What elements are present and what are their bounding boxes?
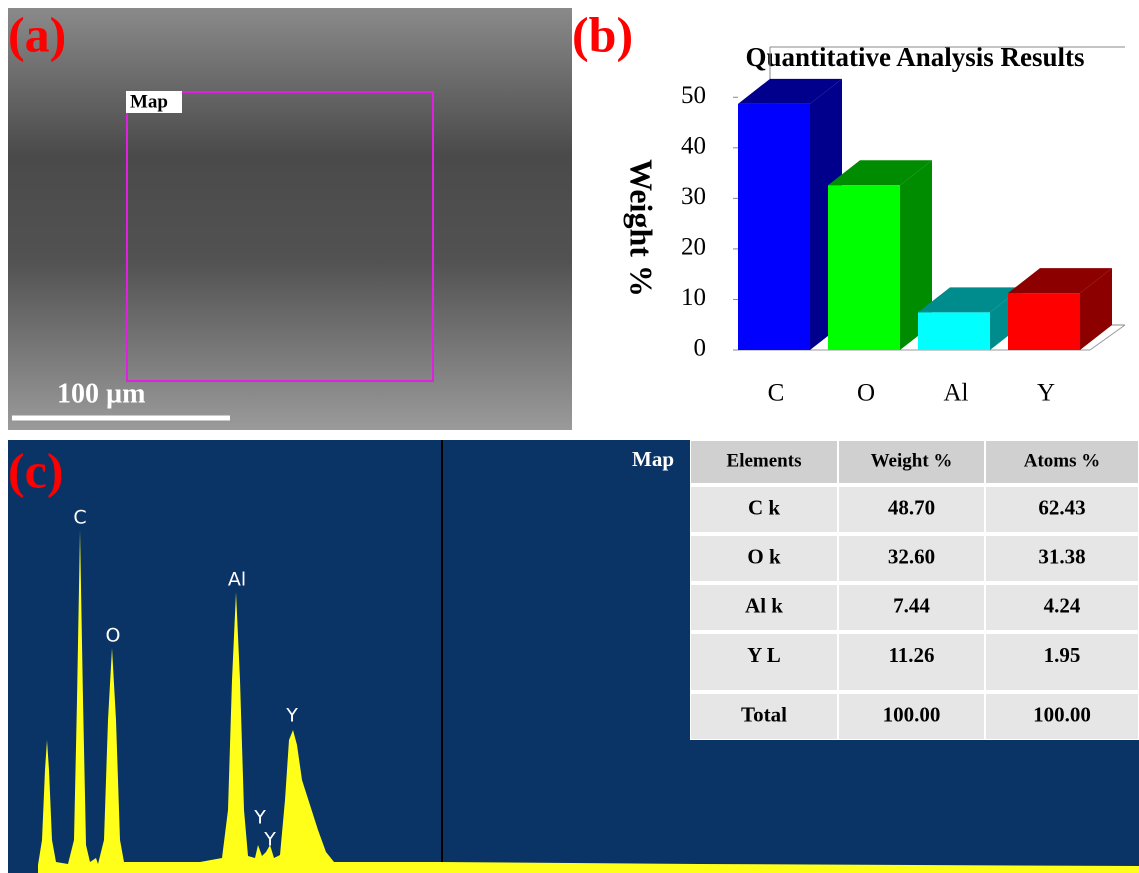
- table-cell-text: 100.00: [883, 702, 941, 726]
- table-cell-text: 48.70: [888, 495, 935, 519]
- bar: [918, 312, 990, 350]
- table-cell-text: 1.95: [1044, 643, 1081, 667]
- spectrum-title: Map: [632, 447, 674, 471]
- panel-label: (a): [8, 6, 66, 62]
- table-cell-text: O k: [747, 544, 781, 568]
- panel-label: (b): [572, 6, 633, 62]
- table-cell-text: Total: [741, 702, 787, 726]
- peak-label: Y: [263, 829, 276, 851]
- x-tick-label: O: [857, 380, 875, 407]
- peak-label: Al: [228, 569, 246, 591]
- scale-bar-label: 100 µm: [57, 378, 145, 409]
- panel-label: (c): [8, 442, 64, 498]
- x-tick-label: C: [768, 380, 785, 407]
- table: Elements Weight % Atoms % C k 48.70 62.43 O k 3…: [690, 440, 1139, 740]
- table-cell-text: 31.38: [1038, 544, 1085, 568]
- y-tick-label: 30: [681, 183, 706, 210]
- table-cell-text: 62.43: [1038, 495, 1085, 519]
- peak-label: O: [106, 625, 121, 647]
- table-cell-text: 32.60: [888, 544, 935, 568]
- bar: [1008, 293, 1080, 350]
- y-axis-label: Weight %: [624, 159, 660, 297]
- table-header: Elements: [727, 450, 802, 471]
- table-cell-text: 4.24: [1044, 593, 1081, 617]
- map-label: Map: [130, 91, 168, 112]
- table-cell-text: Al k: [745, 593, 783, 617]
- bar: [738, 104, 810, 350]
- table-cell-text: 11.26: [888, 643, 934, 667]
- table-cell-text: C k: [748, 495, 780, 519]
- y-tick-label: 10: [681, 284, 706, 311]
- sem-image: [8, 8, 572, 430]
- table-header: Weight %: [871, 450, 953, 471]
- table-header: Atoms %: [1024, 450, 1101, 471]
- x-tick-label: Y: [1037, 380, 1055, 407]
- peak-label: C: [73, 507, 86, 529]
- y-tick-label: 40: [681, 133, 706, 160]
- table-cell-text: Y L: [747, 643, 781, 667]
- peak-label: Y: [253, 807, 266, 829]
- x-tick-label: Al: [944, 380, 969, 407]
- table-cell-text: 100.00: [1033, 702, 1091, 726]
- bar: [828, 185, 900, 350]
- y-tick-label: 0: [694, 335, 707, 362]
- y-tick-label: 20: [681, 234, 706, 261]
- figure: Map 100 µm (a) (b) Quantitative Analysis…: [0, 0, 1139, 873]
- peak-label: Y: [285, 705, 298, 727]
- plot: 0 10 20 30 40 50 C O Al Y: [681, 47, 1125, 407]
- y-tick-label: 50: [681, 82, 706, 109]
- table-cell-text: 7.44: [893, 593, 930, 617]
